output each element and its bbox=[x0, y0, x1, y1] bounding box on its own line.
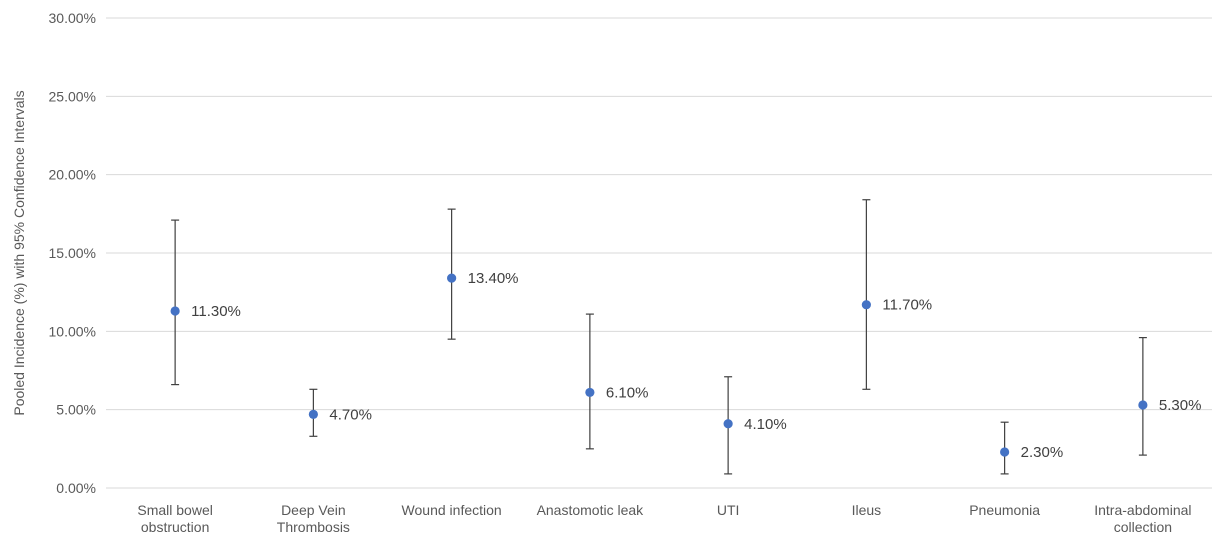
y-tick-label: 25.00% bbox=[49, 88, 96, 104]
y-tick-label: 20.00% bbox=[49, 167, 96, 183]
y-axis-ticks: 0.00% 5.00% 10.00% 15.00% 20.00% 25.00% 30.00% bbox=[49, 10, 96, 496]
error-bar bbox=[1138, 337, 1147, 456]
data-points bbox=[170, 273, 1148, 457]
x-category-label: Ileus bbox=[852, 502, 882, 518]
data-point bbox=[308, 409, 318, 419]
x-category-label: Deep Vein Thrombosis bbox=[277, 502, 350, 535]
data-label: 13.40% bbox=[468, 270, 519, 287]
y-axis-label: Pooled Incidence (%) with 95% Confidence… bbox=[11, 90, 27, 415]
data-label: 5.30% bbox=[1159, 397, 1202, 414]
y-tick-label: 15.00% bbox=[49, 245, 96, 261]
x-axis-categories: Small bowel obstruction Deep Vein Thrombosi… bbox=[137, 502, 1191, 535]
data-point bbox=[861, 300, 871, 310]
error-bar bbox=[862, 199, 871, 390]
data-label: 6.10% bbox=[606, 384, 649, 401]
data-point bbox=[585, 387, 595, 398]
x-category-label: Intra-abdominal collection bbox=[1094, 502, 1191, 535]
data-point bbox=[170, 306, 180, 316]
data-point bbox=[1000, 447, 1010, 457]
error-bar bbox=[585, 313, 594, 450]
y-tick-label: 0.00% bbox=[56, 480, 96, 496]
data-point bbox=[1138, 400, 1148, 410]
x-category-label: Wound infection bbox=[402, 502, 502, 518]
y-tick-label: 10.00% bbox=[49, 323, 96, 339]
data-labels: 11.30% 4.70% 13.40% 6.10% 4.10% 11.70% 2.30% 5.… bbox=[191, 270, 1201, 461]
x-category-label: Anastomotic leak bbox=[537, 502, 645, 518]
y-tick-label: 5.00% bbox=[56, 402, 96, 418]
x-category-label: Small bowel obstruction bbox=[137, 502, 212, 535]
x-category-label: UTI bbox=[717, 502, 740, 518]
data-label: 4.70% bbox=[329, 406, 372, 423]
data-label: 11.30% bbox=[191, 303, 241, 320]
data-label: 2.30% bbox=[1021, 444, 1064, 461]
x-category-label: Pneumonia bbox=[969, 502, 1040, 518]
data-point bbox=[723, 419, 733, 429]
data-label: 4.10% bbox=[744, 416, 787, 433]
data-point bbox=[447, 273, 457, 283]
gridlines bbox=[106, 17, 1212, 489]
y-tick-label: 30.00% bbox=[49, 10, 96, 26]
data-label: 11.70% bbox=[882, 297, 932, 314]
error-bar bbox=[171, 219, 180, 386]
error-bars bbox=[171, 199, 1147, 475]
